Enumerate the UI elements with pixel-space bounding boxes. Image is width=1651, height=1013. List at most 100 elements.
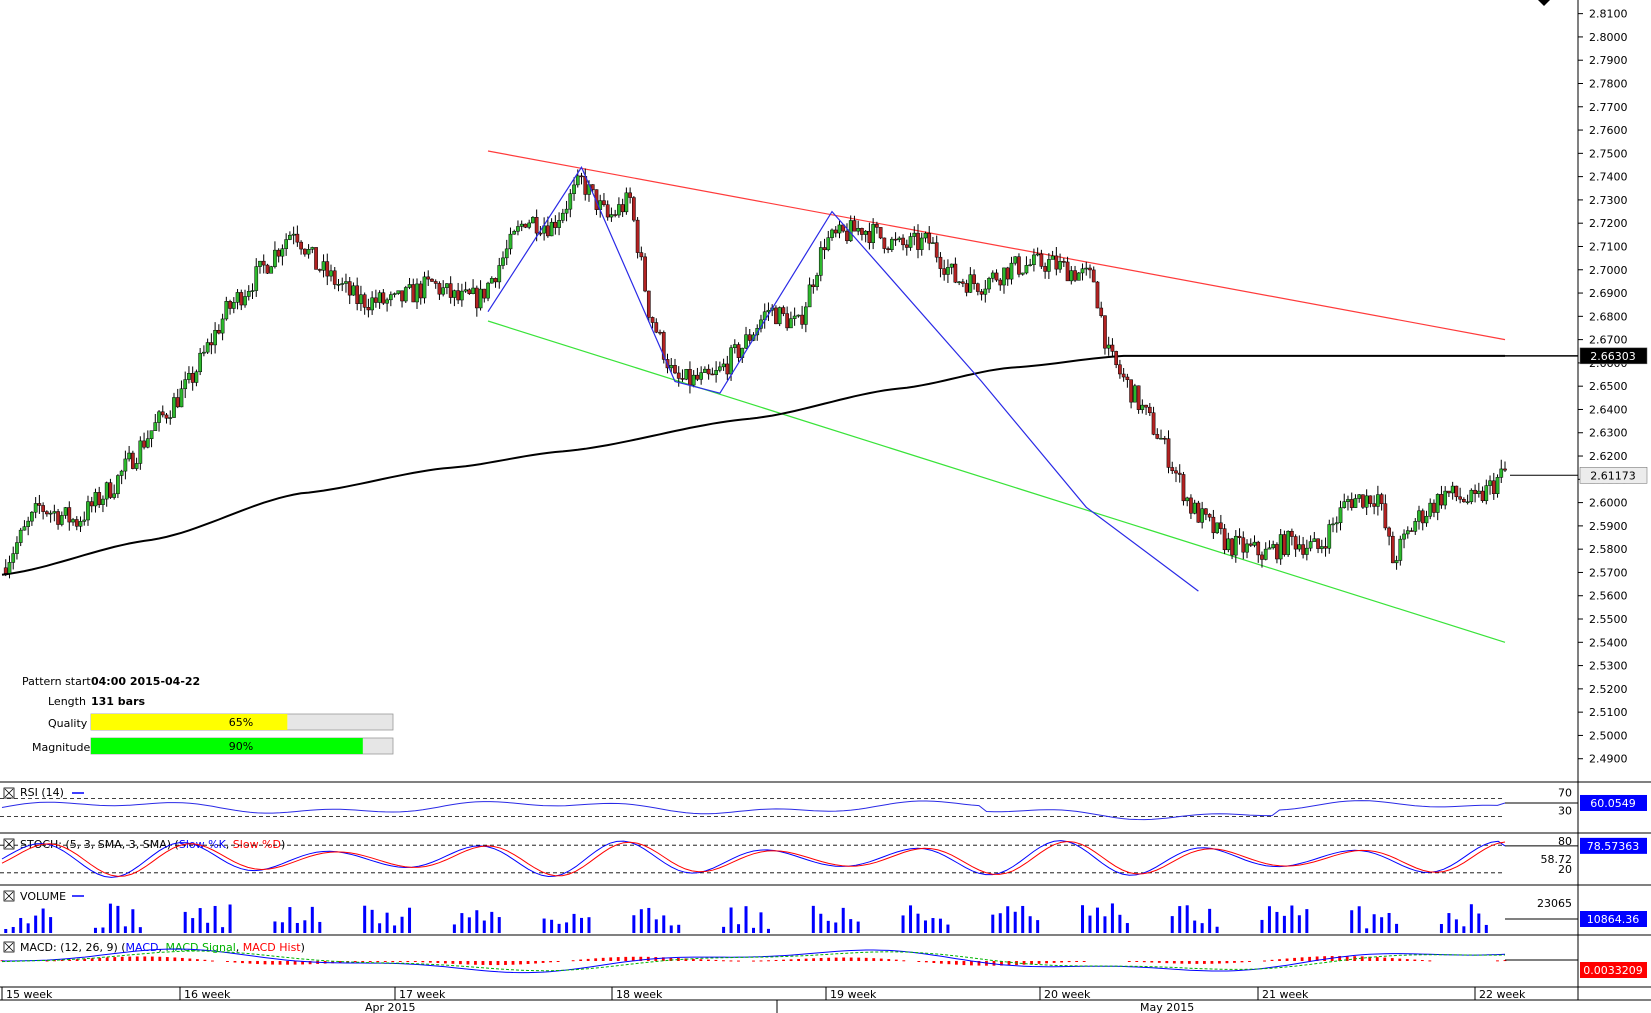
candle-body — [1219, 522, 1223, 529]
macd-signal-line — [1, 950, 1506, 972]
price-tick-label: 2.7800 — [1589, 77, 1628, 90]
macd-hist-bar — [391, 961, 395, 962]
volume-value-tag-label: 10864.36 — [1587, 913, 1640, 926]
volume-bar — [273, 921, 277, 933]
stoch-k-name: Slow %K — [179, 838, 227, 851]
candle-body — [1118, 364, 1122, 375]
candle-body — [1140, 404, 1145, 410]
candle-body — [325, 261, 330, 277]
volume-panel: VOLUME 23065 10864.36 — [3, 890, 1647, 933]
candle-body — [149, 430, 154, 439]
candle-body — [1439, 494, 1444, 506]
candle-body — [82, 519, 87, 522]
volume-bar — [370, 909, 374, 933]
candle-body — [1162, 437, 1167, 440]
macd-hist-bar — [707, 959, 710, 961]
candle-body — [848, 220, 853, 242]
volume-title: VOLUME — [20, 890, 66, 903]
volume-bar — [998, 913, 1002, 933]
macd-hist-bar — [594, 958, 598, 961]
volume-bar — [654, 919, 658, 933]
candle-body — [1204, 508, 1208, 515]
candle-body — [1039, 253, 1044, 267]
candle-body — [101, 498, 105, 505]
volume-bar — [1200, 923, 1204, 933]
volume-bar — [363, 905, 367, 933]
price-tick-label: 2.7900 — [1589, 54, 1628, 67]
candle-body — [998, 279, 1003, 286]
candle-body — [108, 482, 113, 498]
candle-body — [1121, 373, 1126, 378]
candle-body — [302, 248, 307, 255]
candle-body — [1144, 404, 1148, 408]
macd-hist-bar — [226, 961, 229, 962]
candle-body — [643, 256, 647, 292]
candle-body — [1327, 524, 1332, 549]
volume-bar — [811, 905, 815, 933]
macd-hist-bar — [1375, 957, 1379, 961]
moving-average-line — [1, 354, 1505, 576]
candle-body — [658, 331, 662, 334]
candle-body — [613, 214, 618, 216]
macd-hist-bar — [368, 961, 372, 962]
price-tick-label: 2.5300 — [1589, 660, 1628, 673]
price-tick-label: 2.5200 — [1589, 683, 1628, 696]
candle-body — [1263, 548, 1268, 560]
volume-bar — [1110, 903, 1114, 933]
candle-body — [1282, 534, 1287, 555]
candle-body — [1222, 528, 1227, 551]
macd-hist-bar — [1060, 961, 1064, 963]
magnitude-label: Magnitude — [32, 741, 91, 754]
volume-bar — [1006, 906, 1010, 933]
candle-body — [190, 373, 195, 383]
candle-body — [497, 265, 502, 283]
candle-body — [1398, 538, 1403, 561]
candle-body — [744, 334, 748, 349]
candle-body — [729, 347, 733, 375]
macd-hist-bar — [1000, 961, 1003, 966]
candle-body — [463, 289, 468, 292]
macd-hist-bar — [98, 957, 102, 961]
candle-body — [1241, 537, 1246, 553]
pattern-start-value: 04:00 2015-04-22 — [91, 675, 200, 688]
candle-body — [261, 260, 266, 266]
candle-body — [1032, 254, 1036, 265]
candle-body — [377, 292, 382, 303]
volume-bar — [206, 922, 210, 933]
candle-body — [1465, 501, 1470, 504]
price-tick-label: 2.5500 — [1589, 613, 1628, 626]
macd-hist-bar — [263, 961, 267, 965]
macd-hist-bar — [413, 961, 417, 962]
candle-body — [1503, 468, 1507, 471]
candle-body — [1151, 412, 1156, 435]
rsi-level-label: 30 — [1558, 805, 1572, 818]
candle-body — [97, 492, 102, 505]
macd-hist-bar — [256, 961, 259, 965]
candle-body — [527, 222, 532, 228]
macd-hist-bar — [932, 961, 936, 963]
candle-body — [1383, 503, 1388, 529]
macd-hist-bar — [737, 960, 740, 962]
candle-body — [359, 294, 363, 304]
price-tick-label: 2.8000 — [1589, 31, 1628, 44]
candle-body — [673, 365, 677, 374]
rsi-value-tag-box — [1580, 794, 1647, 811]
volume-bar — [303, 920, 307, 933]
candle-body — [1054, 255, 1059, 270]
candle-body — [590, 184, 595, 190]
candle-body — [949, 263, 954, 268]
candle-body — [37, 503, 42, 506]
candle-body — [1177, 472, 1182, 475]
candle-body — [553, 221, 558, 228]
volume-bar — [1297, 915, 1301, 933]
candle-body — [908, 236, 913, 248]
candle-body — [624, 192, 629, 213]
candle-body — [1319, 546, 1324, 549]
macd-hist-bar — [1007, 961, 1011, 966]
candle-body — [635, 219, 640, 253]
macd-hist-bar — [1127, 961, 1131, 962]
candle-body — [392, 293, 397, 295]
candle-body — [1185, 497, 1190, 502]
volume-top-label: 23065 — [1537, 897, 1572, 910]
candle-body — [1349, 499, 1354, 508]
